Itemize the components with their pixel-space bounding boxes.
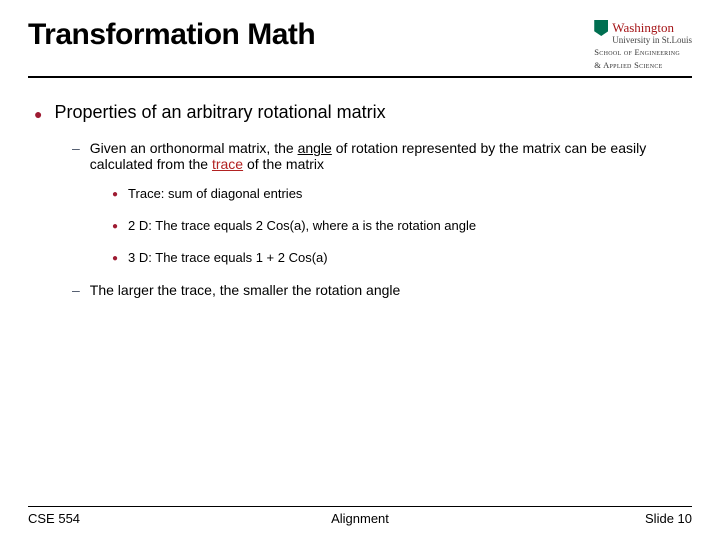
l2a-post: of the matrix <box>243 156 324 172</box>
dash-icon: – <box>72 282 80 298</box>
footer-left: CSE 554 <box>28 511 80 526</box>
l2a-pre: Given an orthonormal matrix, the <box>90 140 298 156</box>
bullet-icon: ● <box>34 102 42 126</box>
l2a-angle: angle <box>298 140 332 156</box>
university-logo: Washington University in St.Louis School… <box>594 18 692 70</box>
bullet-level3-b: ● 2 D: The trace equals 2 Cos(a), where … <box>112 218 692 236</box>
bullet-l3a-text: Trace: sum of diagonal entries <box>128 186 302 204</box>
footer-center: Alignment <box>331 511 389 526</box>
bullet-l3c-text: 3 D: The trace equals 1 + 2 Cos(a) <box>128 250 328 268</box>
footer-right: Slide 10 <box>645 511 692 526</box>
bullet-l1-text: Properties of an arbitrary rotational ma… <box>54 102 385 126</box>
logo-school-line1: School of Engineering <box>594 48 692 57</box>
footer-row: CSE 554 Alignment Slide 10 <box>28 511 692 526</box>
slide-container: Transformation Math Washington Universit… <box>0 0 720 540</box>
dot-icon: ● <box>112 218 118 236</box>
bullet-l3b-text: 2 D: The trace equals 2 Cos(a), where a … <box>128 218 476 236</box>
bullet-l2a-text: Given an orthonormal matrix, the angle o… <box>90 140 692 172</box>
bullet-level1: ● Properties of an arbitrary rotational … <box>34 102 692 126</box>
bullet-level3-a: ● Trace: sum of diagonal entries <box>112 186 692 204</box>
footer-divider <box>28 506 692 507</box>
dot-icon: ● <box>112 186 118 204</box>
bullet-l2b-text: The larger the trace, the smaller the ro… <box>90 282 401 298</box>
dot-icon: ● <box>112 250 118 268</box>
logo-name: Washington <box>612 21 674 35</box>
bullet-level2-b: – The larger the trace, the smaller the … <box>72 282 692 298</box>
logo-top-row: Washington <box>594 20 692 36</box>
content-area: ● Properties of an arbitrary rotational … <box>28 78 692 540</box>
bullet-level3-c: ● 3 D: The trace equals 1 + 2 Cos(a) <box>112 250 692 268</box>
l2a-trace: trace <box>212 156 243 172</box>
shield-icon <box>594 20 608 36</box>
header: Transformation Math Washington Universit… <box>28 18 692 70</box>
dash-icon: – <box>72 140 80 172</box>
logo-school-line2: & Applied Science <box>594 61 692 70</box>
footer: CSE 554 Alignment Slide 10 <box>28 506 692 526</box>
logo-subtitle: University in St.Louis <box>612 36 692 45</box>
slide-title: Transformation Math <box>28 18 315 52</box>
bullet-level2-a: – Given an orthonormal matrix, the angle… <box>72 140 692 172</box>
